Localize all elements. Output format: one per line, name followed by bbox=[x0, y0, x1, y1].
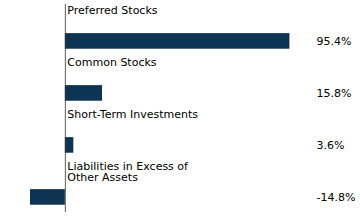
svg-text:-14.8%: -14.8% bbox=[317, 191, 356, 204]
svg-text:3.6%: 3.6% bbox=[317, 139, 345, 152]
svg-text:Short-Term Investments: Short-Term Investments bbox=[67, 108, 198, 121]
svg-text:Liabilities in Excess ofOther: Liabilities in Excess ofOther Assets bbox=[67, 160, 189, 184]
svg-text:15.8%: 15.8% bbox=[317, 87, 352, 100]
svg-text:95.4%: 95.4% bbox=[317, 35, 352, 48]
svg-text:Preferred Stocks: Preferred Stocks bbox=[67, 4, 157, 17]
svg-text:Common Stocks: Common Stocks bbox=[67, 56, 156, 69]
